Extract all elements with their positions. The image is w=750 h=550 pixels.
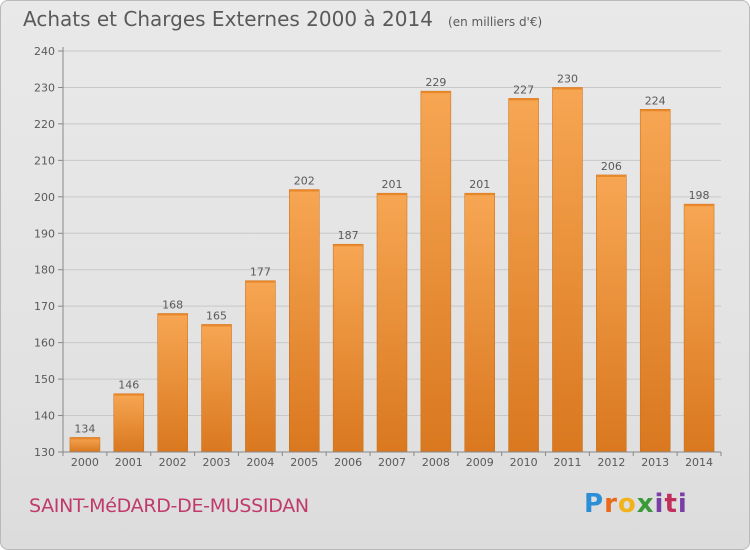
bar-top-edge [640,109,671,112]
y-tick-label: 150 [34,373,55,386]
bar-top-edge [596,174,627,177]
y-tick-label: 190 [34,227,55,240]
x-tick-label: 2009 [466,456,494,469]
bar-top-edge [508,98,539,101]
bar-top-edge [420,91,451,94]
data-label: 206 [601,160,622,173]
logo-letter: i [654,489,665,519]
y-tick-label: 140 [34,410,55,423]
bar-top-edge [245,280,276,283]
proxiti-logo: Proxiti [584,489,688,519]
chart-title-block: Achats et Charges Externes 2000 à 2014 (… [23,7,542,31]
x-tick-label: 2004 [246,456,274,469]
bar-top-edge [113,393,144,396]
bar [289,189,320,453]
bar [332,243,364,453]
bar-top-edge [333,244,364,247]
data-label: 202 [294,175,315,188]
bar [596,174,627,453]
y-tick-label: 160 [34,337,55,350]
y-tick-label: 240 [34,45,55,58]
bar [639,109,671,453]
data-label: 168 [162,298,183,311]
bar [464,192,495,453]
data-label: 177 [250,266,271,279]
data-label: 187 [338,229,359,242]
data-label: 198 [689,189,710,202]
bar-top-edge [464,193,495,196]
bar [552,87,583,453]
bar-top-edge [684,204,715,207]
x-tick-label: 2008 [422,456,450,469]
y-tick-label: 220 [34,118,55,131]
chart-subtitle: (en milliers d'€) [448,15,543,29]
x-tick-label: 2014 [685,456,713,469]
bar [201,324,232,453]
axes [58,47,722,456]
data-label: 146 [118,379,139,392]
x-tick-label: 2005 [290,456,318,469]
logo-letter: o [617,489,637,519]
logo-letter: r [604,489,618,519]
y-tick-label: 170 [34,300,55,313]
x-tick-label: 2012 [597,456,625,469]
data-label: 230 [557,72,578,85]
x-tick-label: 2011 [553,456,581,469]
bar [69,437,101,453]
bar [420,90,452,453]
x-tick-label: 2002 [159,456,187,469]
data-label: 229 [425,76,446,89]
data-label: 134 [74,422,95,435]
x-tick-label: 2000 [71,456,99,469]
bar-top-edge [201,324,232,327]
data-label: 165 [206,309,227,322]
data-label: 224 [645,94,666,107]
bar [245,280,276,453]
x-tick-label: 2013 [641,456,669,469]
y-tick-label: 200 [34,191,55,204]
y-tick-label: 180 [34,264,55,277]
logo-letter: P [584,489,605,519]
chart-title: Achats et Charges Externes 2000 à 2014 [23,7,433,31]
bar [376,192,408,453]
bar-top-edge [377,193,407,196]
commune-name: SAINT-MéDARD-DE-MUSSIDAN [29,495,309,517]
data-label: 201 [382,178,403,191]
bar-top-edge [289,189,320,192]
bar [508,98,539,453]
logo-letter: i [677,489,688,519]
x-tick-label: 2003 [203,456,231,469]
x-tick-label: 2001 [115,456,143,469]
bar-chart: 130 140 150 160 170 180 190 200 210 220 230 240 134 2… [34,45,722,469]
bar [157,313,188,453]
y-tick-label: 210 [34,154,55,167]
y-tick-label: 230 [34,81,55,94]
labels: 130 140 150 160 170 180 190 200 210 220 230 240 134 2… [34,45,713,469]
bar [683,203,715,453]
y-tick-label: 130 [34,446,55,459]
bars [69,87,715,453]
data-label: 201 [469,178,490,191]
bar-top-edge [157,313,188,316]
x-tick-label: 2010 [510,456,538,469]
logo-letter: x [636,489,655,519]
bar-top-edge [69,437,100,440]
bar [113,393,145,453]
x-tick-label: 2006 [334,456,362,469]
x-tick-label: 2007 [378,456,406,469]
bar-top-edge [552,87,583,90]
logo-letter: t [664,489,678,519]
data-label: 227 [513,83,534,96]
